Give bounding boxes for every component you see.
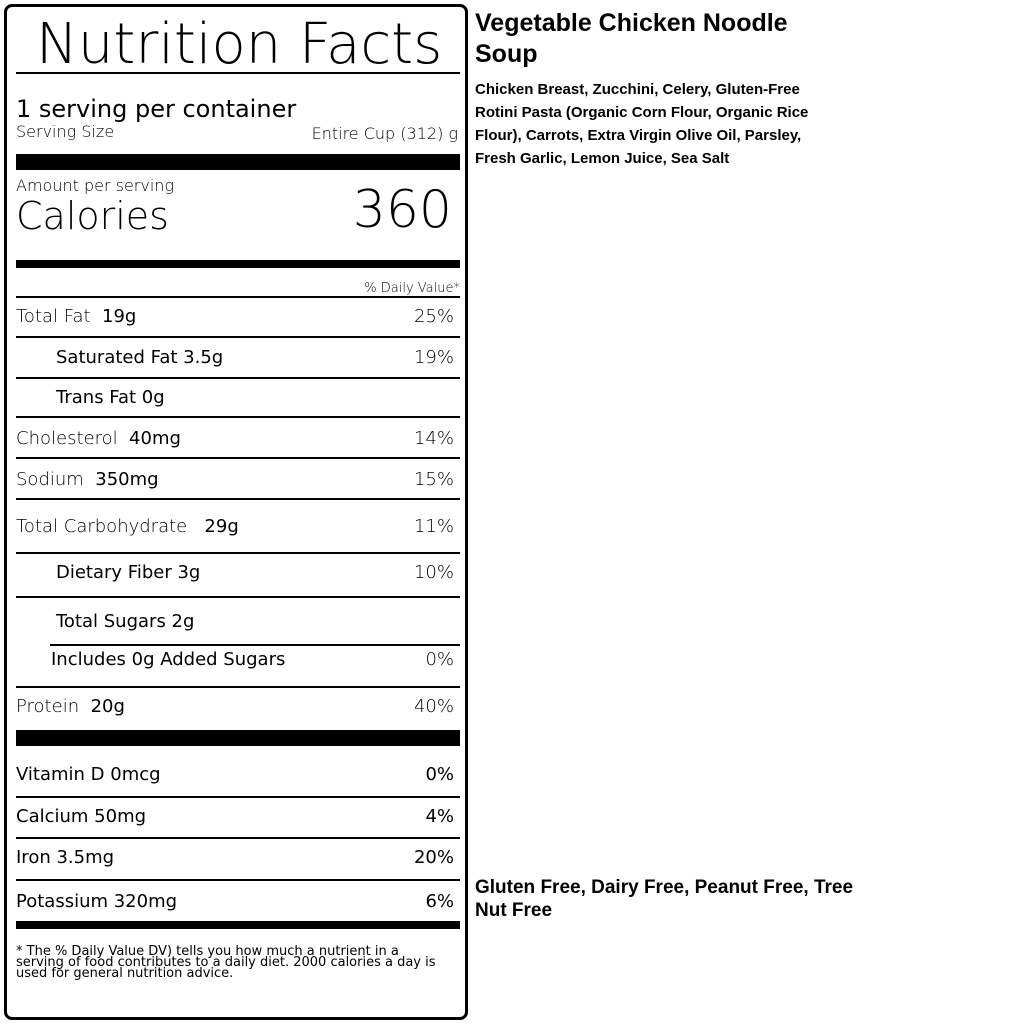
nutrient-name: Protein	[16, 695, 80, 717]
divider	[16, 336, 460, 338]
footnote: * The % Daily Value DV) tells you how mu…	[16, 944, 436, 981]
nutrient-row-total-carbohydrate: Total Carbohydrate 29g 11%	[16, 511, 454, 541]
nutrient-dv: 25%	[413, 305, 454, 327]
nutrient-dv: 19%	[413, 346, 454, 368]
nutrient-name: Cholesterol	[16, 427, 118, 449]
nutrient-row-protein: Protein 20g 40%	[16, 691, 454, 721]
nutrient-dv: 11%	[413, 515, 454, 537]
divider	[16, 837, 460, 839]
nutrient-row-cholesterol: Cholesterol 40mg 14%	[16, 423, 454, 453]
divider	[50, 644, 460, 646]
thick-divider	[16, 260, 460, 268]
nutrient-row-saturated-fat: Saturated Fat 3.5g 19%	[56, 342, 454, 372]
nutrient-name: Trans Fat 0g	[56, 386, 165, 408]
nutrient-amount: 19g	[102, 305, 137, 327]
vitamin-row-iron: Iron 3.5mg 20%	[16, 842, 454, 872]
vitamin-dv: 20%	[413, 846, 454, 868]
vitamin-dv: 4%	[425, 805, 454, 827]
nutrient-dv: 10%	[413, 561, 454, 583]
divider	[16, 416, 460, 418]
nutrient-dv: 0%	[425, 648, 454, 670]
divider	[16, 296, 460, 298]
nutrient-row-added-sugars: Includes 0g Added Sugars 0%	[51, 644, 454, 674]
nutrient-name: Sodium	[16, 468, 84, 490]
vitamin-name: Calcium 50mg	[16, 805, 147, 827]
divider	[16, 552, 460, 554]
nutrient-dv: 14%	[413, 427, 454, 449]
nutrient-dv: 15%	[413, 468, 454, 490]
amount-per-serving: Amount per serving	[16, 176, 175, 195]
divider	[16, 457, 460, 459]
divider	[16, 377, 460, 379]
vitamin-dv: 6%	[425, 890, 454, 912]
vitamin-row-vitamin-d: Vitamin D 0mcg 0%	[16, 759, 454, 789]
divider	[16, 596, 460, 598]
product-name: Vegetable Chicken Noodle Soup	[475, 9, 788, 68]
nutrient-row-total-fat: Total Fat 19g 25%	[16, 301, 454, 331]
thick-divider	[16, 921, 460, 929]
serving-size-value: Entire Cup (312) g	[311, 124, 458, 143]
nutrient-row-total-sugars: Total Sugars 2g	[56, 606, 454, 636]
vitamin-name: Iron 3.5mg	[16, 846, 115, 868]
nutrient-name: Total Carbohydrate	[16, 515, 188, 537]
vitamin-name: Potassium 320mg	[16, 890, 178, 912]
divider	[16, 498, 460, 500]
divider	[16, 879, 460, 881]
nutrition-label	[4, 4, 468, 1020]
divider	[16, 686, 460, 688]
nutrient-name: Dietary Fiber 3g	[56, 561, 201, 583]
label-title: Nutrition Facts	[36, 12, 443, 77]
nutrient-row-trans-fat: Trans Fat 0g	[56, 382, 454, 412]
nutrient-dv: 40%	[413, 695, 454, 717]
daily-value-header: % Daily Value*	[364, 281, 460, 296]
thick-divider	[16, 154, 460, 170]
nutrient-name: Total Sugars 2g	[56, 610, 195, 632]
thick-divider	[16, 730, 460, 746]
nutrient-row-sodium: Sodium 350mg 15%	[16, 464, 454, 494]
allergen-info: Gluten Free, Dairy Free, Peanut Free, Tr…	[475, 877, 854, 921]
divider	[16, 796, 460, 798]
divider	[16, 72, 460, 74]
nutrient-name: Total Fat	[16, 305, 91, 327]
nutrient-amount: 350mg	[95, 468, 159, 490]
nutrient-amount: 40mg	[129, 427, 181, 449]
vitamin-row-potassium: Potassium 320mg 6%	[16, 886, 454, 916]
nutrient-name: Includes 0g Added Sugars	[51, 648, 286, 670]
nutrient-amount: 29g	[204, 515, 239, 537]
vitamin-row-calcium: Calcium 50mg 4%	[16, 801, 454, 831]
vitamin-dv: 0%	[425, 763, 454, 785]
servings-per-container: 1 serving per container	[16, 95, 297, 123]
ingredients: Chicken Breast, Zucchini, Celery, Gluten…	[475, 81, 809, 167]
vitamin-name: Vitamin D 0mcg	[16, 763, 161, 785]
serving-size-label: Serving Size	[16, 122, 115, 141]
calories-value: 360	[352, 180, 452, 240]
calories-label: Calories	[16, 194, 169, 238]
nutrient-amount: 20g	[90, 695, 125, 717]
nutrient-row-dietary-fiber: Dietary Fiber 3g 10%	[56, 557, 454, 587]
nutrient-name: Saturated Fat 3.5g	[56, 346, 224, 368]
